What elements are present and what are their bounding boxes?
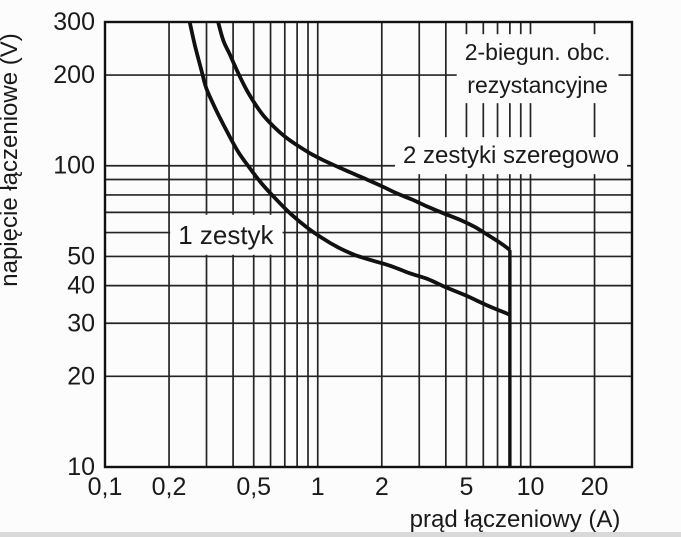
curve-label-2: 2 zestyki szeregowo bbox=[403, 142, 619, 169]
curve-label-2-bg bbox=[394, 137, 628, 175]
y-tick-label: 200 bbox=[53, 61, 95, 89]
y-tick-label: 40 bbox=[67, 272, 95, 300]
scan-edge-artifact bbox=[0, 532, 681, 537]
y-tick-label: 20 bbox=[67, 362, 95, 390]
curve-1 bbox=[187, 21, 511, 317]
plot-border bbox=[103, 20, 634, 469]
y-tick-label: 300 bbox=[53, 8, 95, 36]
load-type-annotation-line-1: 2-biegun. obc. bbox=[465, 39, 611, 65]
curve-label-1: 1 zestyk bbox=[178, 220, 274, 250]
x-tick-label: 0,1 bbox=[88, 473, 123, 501]
x-tick-label: 0,5 bbox=[236, 473, 271, 501]
y-tick-label: 10 bbox=[67, 453, 95, 481]
y-axis-title: napięcie łączeniowe (V) bbox=[0, 33, 23, 286]
load-type-annotation: 2-biegun. obc. rezystancyjne bbox=[465, 39, 611, 98]
curve-2 bbox=[216, 21, 512, 252]
x-tick-label: 5 bbox=[459, 473, 473, 501]
x-tick-label: 20 bbox=[581, 473, 609, 501]
y-tick-label: 50 bbox=[67, 242, 95, 270]
load-type-annotation-bg bbox=[456, 34, 619, 104]
in-plot-labels: 2-biegun. obc. rezystancyjne 1 zestyk 2 zes… bbox=[170, 34, 628, 255]
load-type-annotation-line-2: rezystancyjne bbox=[467, 72, 608, 98]
x-tick-label: 10 bbox=[517, 473, 545, 501]
curve-label-1-bg bbox=[170, 214, 283, 255]
y-tick-label: 30 bbox=[67, 309, 95, 337]
x-tick-label: 0,2 bbox=[152, 473, 187, 501]
x-tick-label: 2 bbox=[375, 473, 389, 501]
y-tick-label: 100 bbox=[53, 152, 95, 180]
x-tick-label: 1 bbox=[311, 473, 325, 501]
curves bbox=[187, 21, 512, 467]
x-axis-title: prąd łączeniowy (A) bbox=[410, 506, 621, 533]
